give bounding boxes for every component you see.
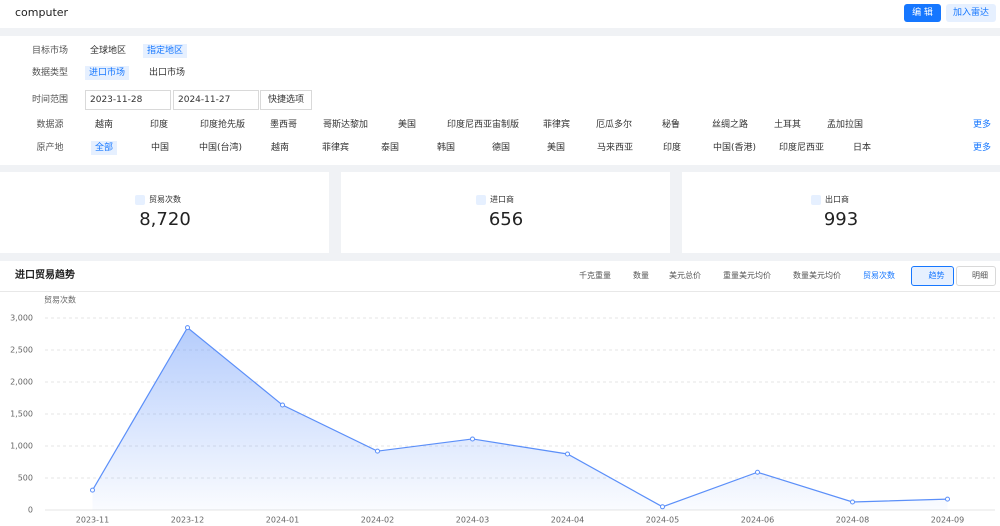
filter-label: 数据类型 [31,68,68,78]
metric-tab[interactable]: 千克重量 [579,271,611,280]
filter-option[interactable]: 德国 [492,143,511,153]
filter-option[interactable]: 墨西哥 [270,120,298,130]
filter-option[interactable]: 土耳其 [774,120,802,130]
stat-icon [476,195,486,205]
filter-option[interactable]: 印度抢先版 [200,120,246,130]
view-button[interactable]: 明细 [956,266,996,286]
x-tick-label: 2024-03 [456,516,489,525]
stat-value: 993 [823,209,859,230]
point [90,487,95,493]
date-input[interactable]: 2023-11-28 [85,90,171,110]
filter-option[interactable]: 美国 [398,120,417,130]
metric-tab[interactable]: 重量美元均价 [723,271,771,280]
y-tick-label: 2,500 [10,346,33,355]
stat-card [682,172,1000,253]
top-bar [0,0,1000,28]
x-tick-label: 2024-04 [551,516,584,525]
metric-tab[interactable]: 贸易次数 [863,271,895,280]
filter-option[interactable]: 印度尼西亚 [779,143,825,153]
filter-option[interactable]: 进口市场 [85,66,130,80]
filter-option[interactable]: 全部 [91,141,118,155]
filter-option[interactable]: 日本 [853,143,872,153]
line [91,326,948,508]
stat-label: 贸易次数 [149,195,181,204]
y-tick-label: 1,000 [10,442,33,451]
more-link[interactable]: 更多 [973,120,992,130]
stat-card [0,172,329,253]
metric-tab[interactable]: 数量 [633,271,649,280]
divider [0,291,1000,292]
filter-option[interactable]: 中国(台湾) [199,143,243,153]
filter-option[interactable]: 美国 [547,143,566,153]
point [945,496,950,502]
y-axis-title: 贸易次数 [44,295,76,305]
filter-option[interactable]: 越南 [271,143,290,153]
stat-icon [135,195,145,205]
chart: 贸易次数 0 500 1,000 1,500 2,000 2,500 3,000 2023-11… [10,295,995,525]
y-tick-label: 2,000 [10,378,33,387]
point [375,448,380,454]
view-button[interactable]: 趋势 [911,266,954,286]
filter-option[interactable]: 菲律宾 [322,143,350,153]
metric-tab[interactable]: 数量美元均价 [793,271,841,280]
filter-option[interactable]: 菲律宾 [543,120,571,130]
stat-card [341,172,670,253]
quick-button[interactable]: 快捷选项 [260,90,312,110]
y-tick-label: 3,000 [10,314,33,323]
filter-label: 数据源 [36,120,64,130]
filter-option[interactable]: 马来西亚 [597,143,634,153]
filter-option[interactable]: 哥斯达黎加 [323,120,369,130]
filter-option[interactable]: 厄瓜多尔 [596,120,633,130]
point [280,402,285,408]
filter-label: 目标市场 [31,46,68,56]
x-tick-label: 2024-02 [361,516,394,525]
stat-value: 656 [488,209,524,230]
filter-option[interactable]: 印度 [663,143,682,153]
y-tick-label: 1,500 [10,410,33,419]
x-tick-label: 2024-01 [266,516,299,525]
panel-title: 进口贸易趋势 [15,270,75,281]
filter-option[interactable]: 孟加拉国 [827,120,864,130]
filter-label: 原产地 [36,143,64,153]
filter-option[interactable]: 出口市场 [149,68,186,78]
filter-option[interactable]: 印度 [150,120,169,130]
date-input[interactable]: 2024-11-27 [173,90,259,110]
filter-option[interactable]: 韩国 [437,143,456,153]
filter-option[interactable]: 泰国 [381,143,400,153]
point [185,325,190,331]
point [755,469,760,475]
stat-value: 8,720 [139,209,191,230]
stat-label: 出口商 [825,195,849,204]
stat-icon [811,195,821,205]
x-tick-label: 2024-05 [646,516,679,525]
y-tick-label: 500 [18,474,33,483]
x-tick-label: 2023-12 [171,516,204,525]
point [850,499,855,505]
filter-option[interactable]: 丝绸之路 [712,120,749,130]
filter-label: 时间范围 [31,95,68,105]
x-tick-label: 2023-11 [76,516,109,525]
x-tick-label: 2024-09 [931,516,964,525]
metric-tab[interactable]: 美元总价 [669,271,701,280]
filter-option[interactable]: 印度尼西亚宙制版 [447,120,520,130]
x-tick-label: 2024-08 [836,516,869,525]
point [660,504,665,510]
filter-option[interactable]: 中国 [151,143,170,153]
filter-option[interactable]: 中国(香港) [713,143,757,153]
filter-option[interactable]: 秘鲁 [662,120,681,130]
filter-option[interactable]: 全球地区 [90,46,127,56]
y-tick-label: 0 [28,506,33,515]
radar-button[interactable]: 加入雷达 [946,4,996,22]
area [92,327,948,510]
edit-button[interactable]: 编 辑 [904,4,941,22]
filter-option[interactable]: 越南 [95,120,114,130]
point [565,451,570,457]
page-title: computer [15,6,69,19]
more-link[interactable]: 更多 [973,143,992,153]
point [470,436,475,442]
x-tick-label: 2024-06 [741,516,774,525]
stat-label: 进口商 [490,195,514,204]
filter-option[interactable]: 指定地区 [143,44,188,58]
